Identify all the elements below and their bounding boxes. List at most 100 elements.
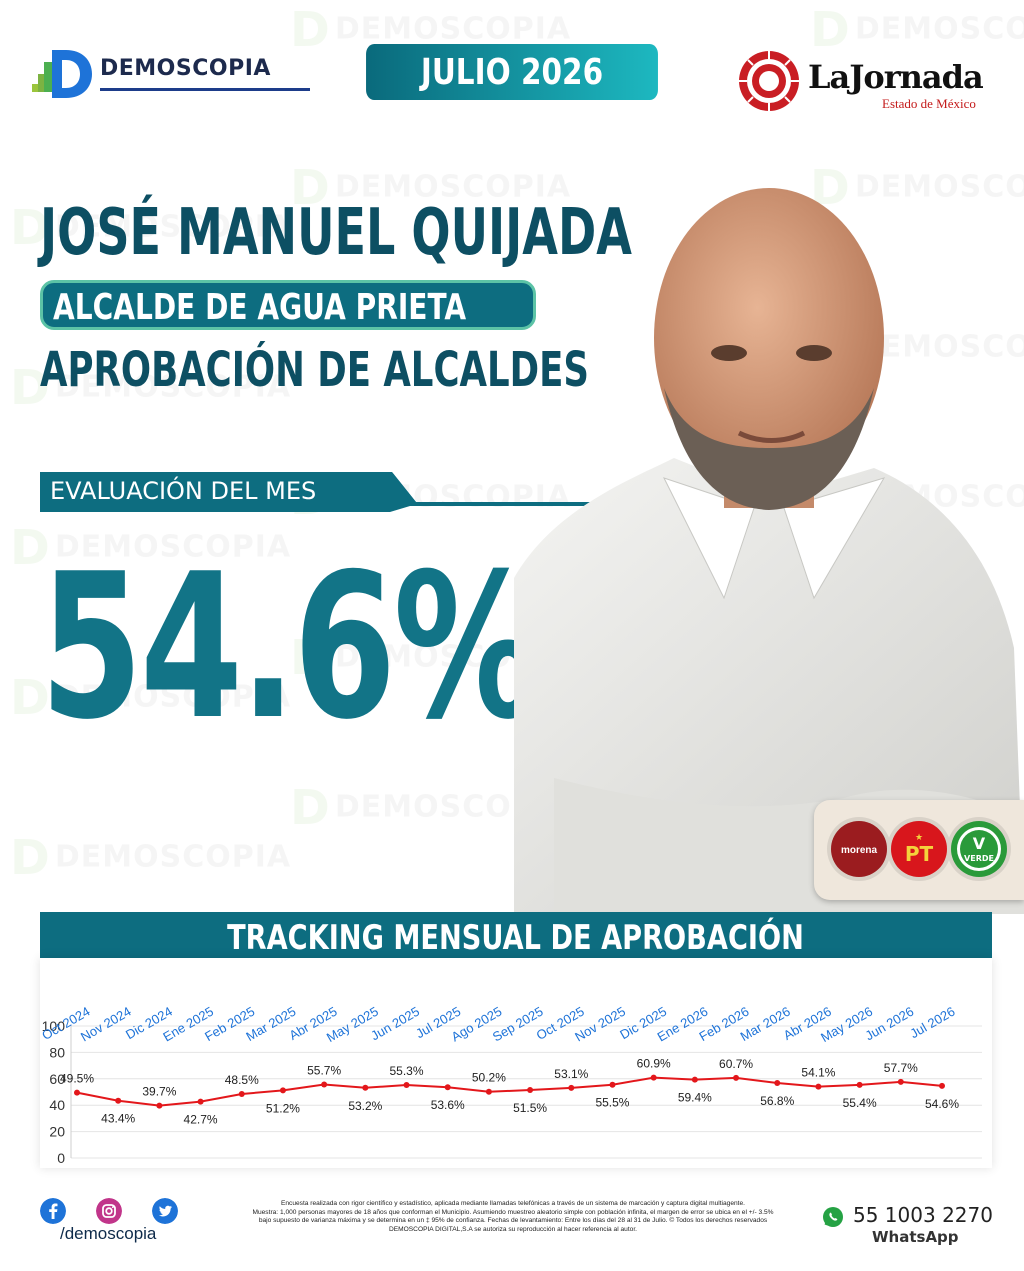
data-label: 53.6% (431, 1098, 465, 1112)
data-point (897, 1078, 904, 1085)
data-point (115, 1097, 122, 1104)
instagram-icon[interactable] (96, 1198, 122, 1224)
disclaimer-line: bajo supuesto de varianza máxima y se de… (258, 1217, 768, 1225)
svg-text:V: V (973, 834, 986, 853)
eval-label: EVALUACIÓN DEL MES (50, 477, 317, 505)
data-label: 50.2% (472, 1071, 506, 1085)
disclaimer-line: DEMOSCOPIA DIGITAL,S.A se autoriza su re… (389, 1226, 637, 1234)
y-tick-label: 0 (57, 1150, 65, 1166)
role-box: ALCALDE DE AGUA PRIETA (40, 280, 536, 330)
morena-label: morena (841, 845, 878, 856)
data-label: 39.7% (142, 1085, 176, 1099)
pt-logo-icon: ★ PT (887, 817, 951, 881)
footer (0, 1180, 1024, 1271)
series-line (76, 1076, 943, 1107)
data-label: 60.7% (719, 1057, 753, 1071)
y-tick-label: 60 (49, 1071, 65, 1087)
brand-underline (100, 88, 310, 91)
data-label: 49.5% (60, 1072, 94, 1086)
data-point (856, 1081, 863, 1088)
data-label: 60.9% (637, 1057, 671, 1071)
watermark: DEMOSCOPIA (10, 360, 291, 416)
role-text: ALCALDE DE AGUA PRIETA (53, 287, 467, 328)
watermark: DEMOSCOPIA (810, 160, 1024, 216)
data-point (197, 1098, 204, 1105)
sun-icon (739, 51, 799, 111)
watermark: DEMOSCOPIA (290, 160, 571, 216)
morena-logo-icon: morena (827, 817, 891, 881)
methodology-disclaimer: Encuesta realizada con rigor científico … (228, 1200, 798, 1235)
data-point (939, 1082, 945, 1089)
jornada-subtitle: Estado de México (882, 96, 976, 111)
data-point (568, 1084, 575, 1091)
data-point (403, 1082, 410, 1089)
data-point (238, 1090, 245, 1097)
data-point (485, 1088, 492, 1095)
disclaimer-line: Encuesta realizada con rigor científico … (280, 1200, 745, 1207)
social-links (40, 1198, 180, 1224)
data-label: 55.5% (595, 1096, 629, 1110)
data-point (321, 1081, 328, 1088)
facebook-icon[interactable] (40, 1198, 66, 1224)
data-label: 51.2% (266, 1101, 300, 1115)
phone-number[interactable]: 55 1003 2270 (853, 1203, 993, 1227)
pt-label: PT (905, 842, 934, 866)
whatsapp-label: WhatsApp (872, 1228, 959, 1246)
watermark: DEMOSCOPIA (290, 2, 571, 58)
disclaimer-line: Muestra: 1,000 personas mayores de 18 añ… (252, 1208, 774, 1216)
data-label: 54.6% (925, 1097, 959, 1111)
whatsapp-icon[interactable] (822, 1206, 844, 1228)
data-point (527, 1087, 534, 1094)
watermark: DEMOSCOPIA (10, 670, 291, 726)
party-tray: morena ★ PT V VERDE (814, 800, 1024, 900)
data-label: 55.3% (390, 1064, 424, 1078)
data-label: 48.5% (225, 1073, 259, 1087)
approval-value: 54.6% (40, 531, 542, 764)
verde-label: VERDE (964, 854, 994, 863)
tracking-title: TRACKING MENSUAL DE APROBACIÓN (227, 918, 805, 958)
data-label: 57.7% (884, 1061, 918, 1075)
data-point (815, 1083, 822, 1090)
data-label: 43.4% (101, 1112, 135, 1126)
data-point (156, 1102, 163, 1109)
data-point (362, 1084, 369, 1091)
data-point (444, 1084, 451, 1091)
y-tick-label: 80 (49, 1044, 65, 1060)
y-tick-label: 100 (42, 1018, 66, 1034)
data-label: 53.1% (554, 1067, 588, 1081)
social-handle[interactable]: /demoscopia (60, 1224, 157, 1243)
data-point (609, 1081, 616, 1088)
data-label: 53.2% (348, 1099, 382, 1113)
data-label: 42.7% (184, 1113, 218, 1127)
data-label: 59.4% (678, 1091, 712, 1105)
brand-name: DEMOSCOPIA (100, 56, 271, 81)
person-name: JOSÉ MANUEL QUIJADA (40, 196, 632, 270)
demoscopia-d-icon (32, 50, 92, 98)
data-point (650, 1074, 657, 1081)
chart-panel (40, 958, 992, 1168)
svg-text:★: ★ (915, 833, 923, 843)
data-point (279, 1087, 286, 1094)
jornada-title: LaJornada (808, 58, 984, 96)
tracking-header: TRACKING MENSUAL DE APROBACIÓN (40, 912, 992, 958)
watermark: DEMOSCOPIA (10, 520, 291, 576)
watermark: DEMOSCOPIA (10, 830, 291, 886)
x-tick-label: Jul 2026 (907, 1004, 957, 1042)
la-jornada-logo: LaJornada Estado de México (736, 48, 996, 118)
watermark: DEMOSCOPIA (810, 2, 1024, 58)
y-tick-label: 40 (49, 1097, 65, 1113)
data-point (733, 1074, 740, 1081)
twitter-icon[interactable] (152, 1198, 178, 1224)
month-banner: JULIO 2026 (366, 44, 658, 100)
data-point (74, 1089, 80, 1096)
watermark: DEMOSCOPIA (10, 200, 291, 256)
y-tick-label: 20 (49, 1124, 65, 1140)
data-label: 56.8% (760, 1094, 794, 1108)
demoscopia-logo: DEMOSCOPIA (32, 44, 310, 100)
data-point (691, 1076, 698, 1083)
data-label: 54.1% (801, 1066, 835, 1080)
data-label: 55.7% (307, 1063, 341, 1077)
data-label: 55.4% (843, 1096, 877, 1110)
data-label: 51.5% (513, 1101, 547, 1115)
